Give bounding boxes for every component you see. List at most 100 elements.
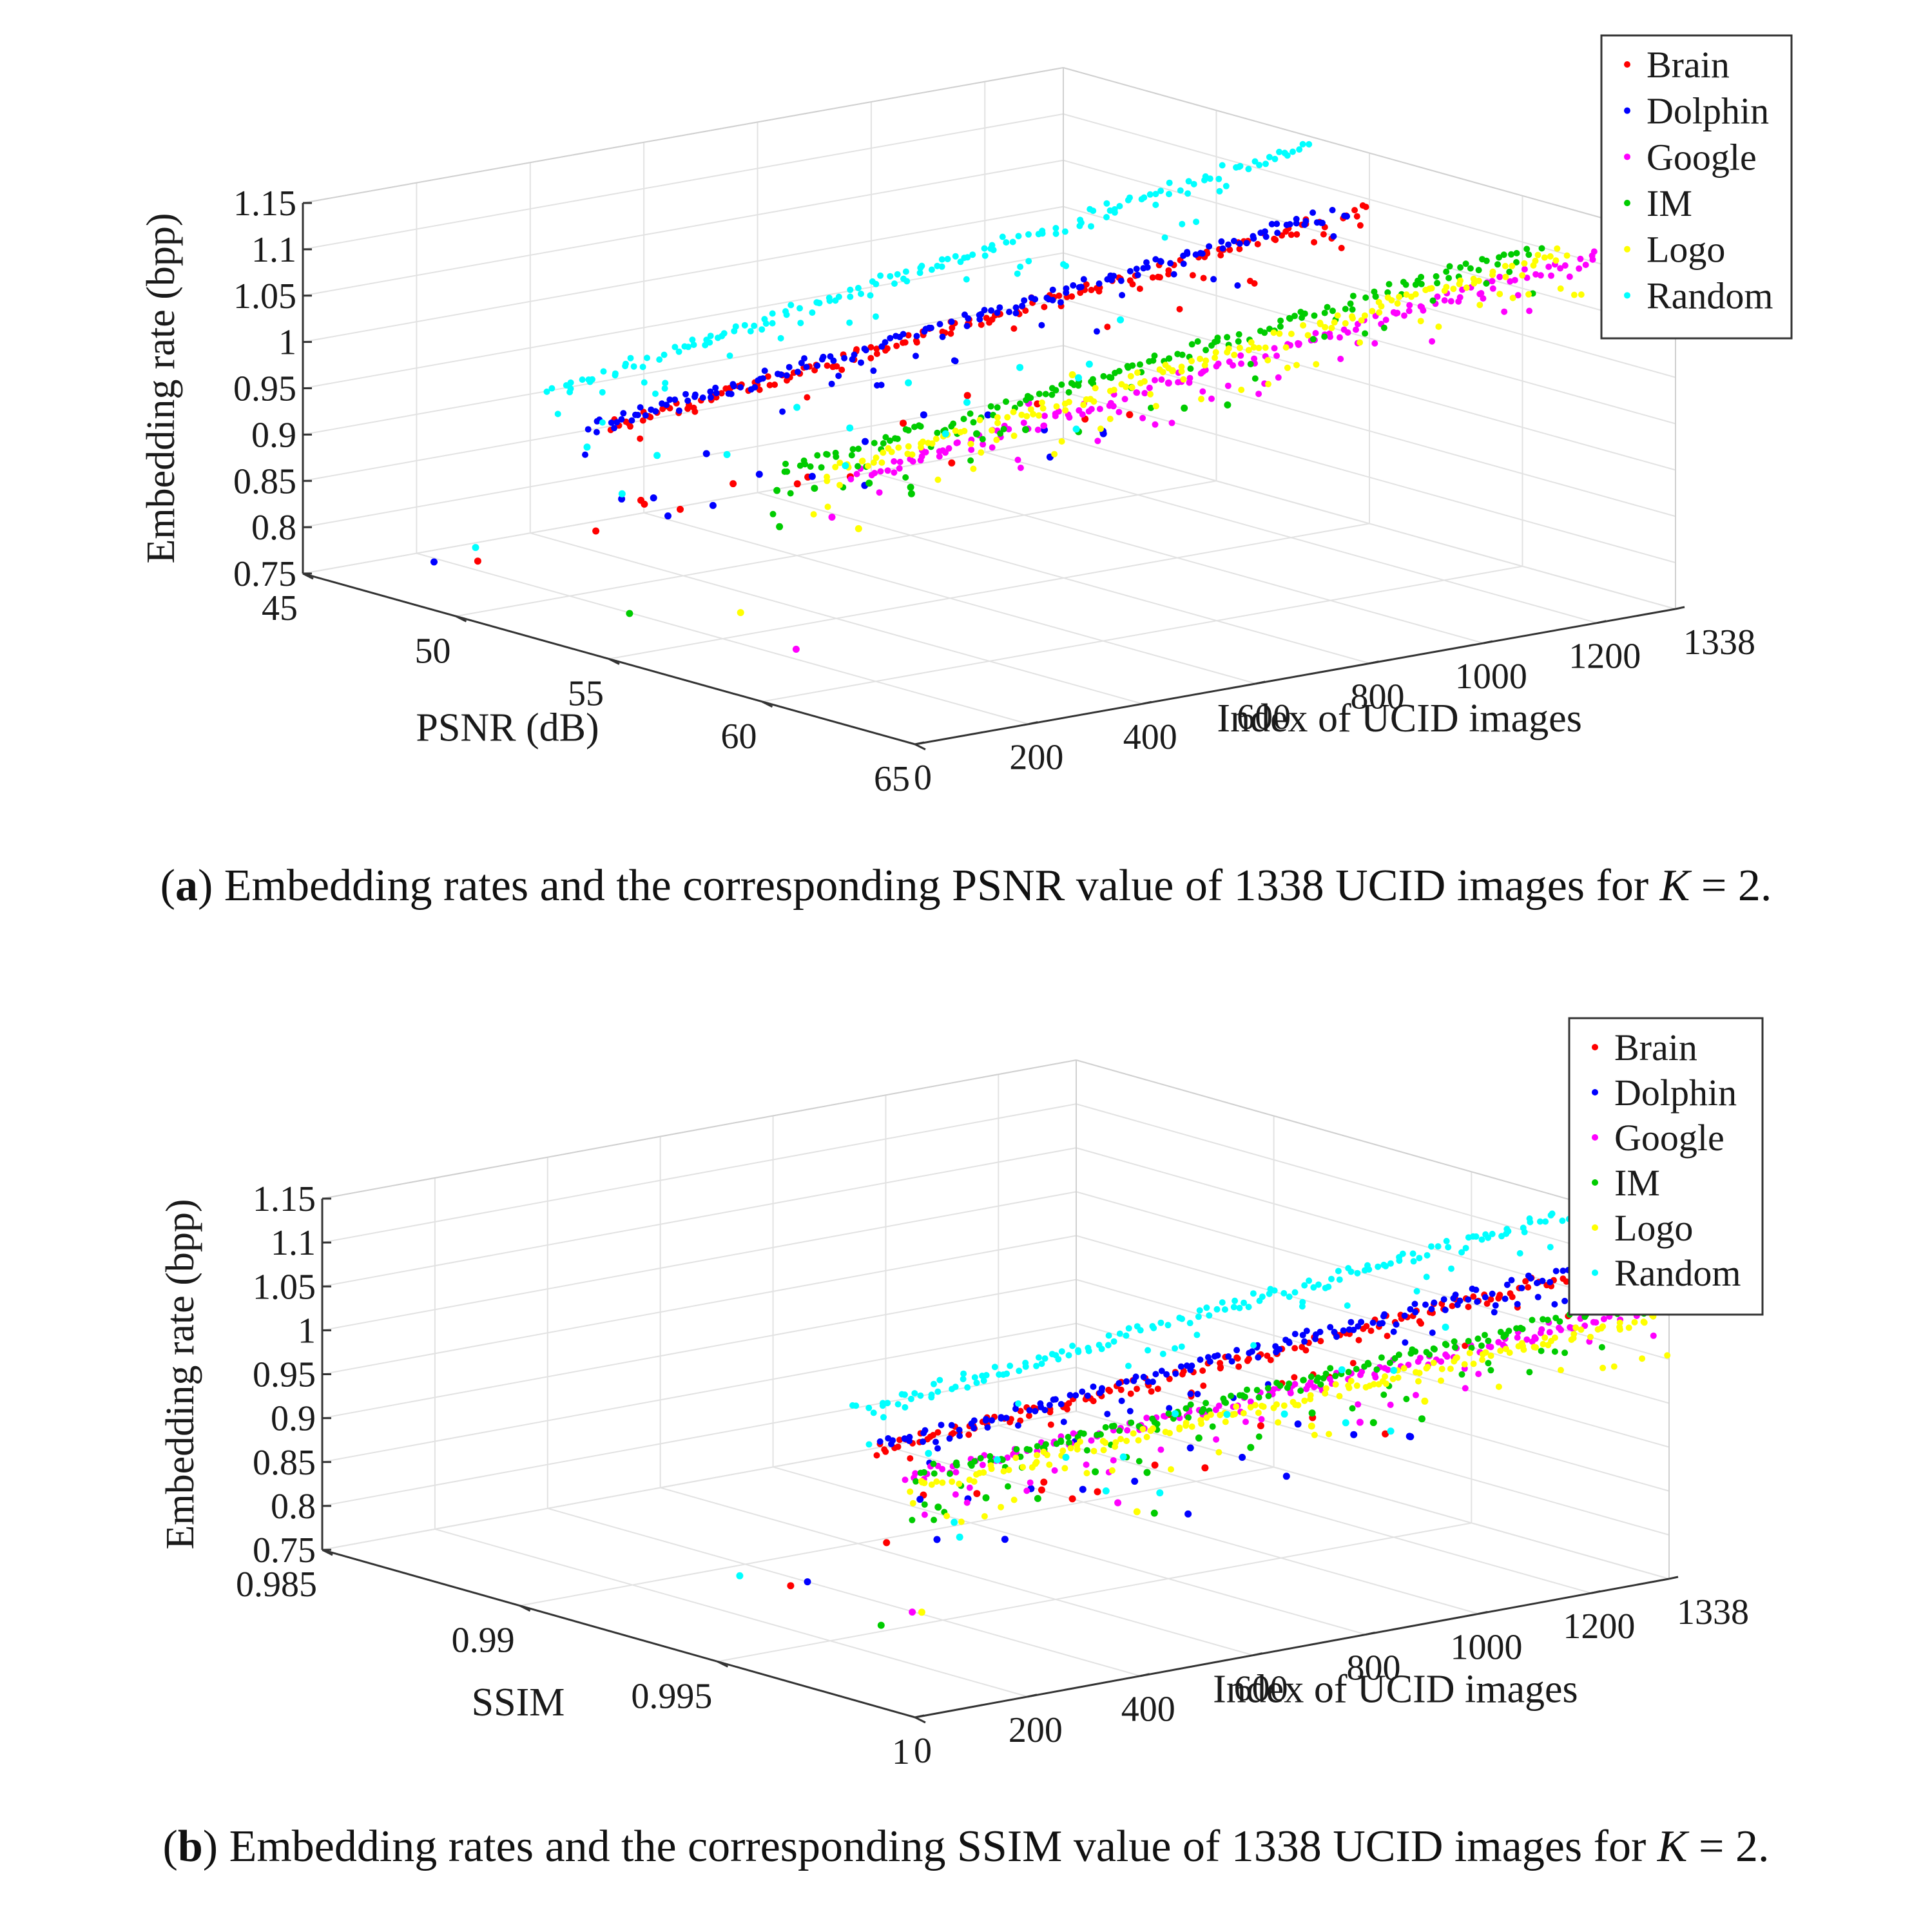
data-point: [1518, 1340, 1525, 1347]
data-point: [1349, 1360, 1357, 1367]
data-point: [1310, 1284, 1317, 1291]
data-point: [1551, 1334, 1558, 1341]
data-point: [1063, 285, 1070, 292]
data-point: [889, 1437, 896, 1444]
data-point: [1208, 395, 1215, 402]
data-point: [1348, 1268, 1355, 1275]
data-point: [1262, 233, 1270, 240]
data-point: [1193, 1331, 1201, 1338]
data-point: [1261, 228, 1268, 235]
data-point: [1251, 280, 1258, 287]
data-point: [907, 483, 914, 491]
x-tick-label: 1338: [1677, 1592, 1749, 1632]
data-point: [699, 394, 706, 401]
data-point: [978, 449, 985, 456]
data-point: [1080, 401, 1087, 409]
data-point: [1328, 325, 1335, 331]
data-point: [1150, 1425, 1157, 1432]
data-point: [1049, 286, 1056, 293]
y-tick-label: 1: [892, 1732, 910, 1772]
data-point: [1119, 1453, 1127, 1461]
data-point: [608, 419, 615, 426]
x-axis-line: [914, 1578, 1670, 1719]
data-point: [887, 437, 893, 444]
data-point: [1133, 389, 1140, 396]
data-point: [1445, 275, 1453, 282]
data-point: [1042, 1441, 1049, 1448]
data-point: [1223, 1411, 1231, 1418]
data-point: [623, 360, 629, 367]
data-point: [1000, 1468, 1007, 1475]
data-point: [1474, 1298, 1481, 1305]
data-point: [1478, 1342, 1485, 1349]
data-point: [1271, 155, 1279, 162]
data-point: [1140, 1373, 1147, 1380]
data-point: [787, 490, 794, 497]
data-point: [1465, 1296, 1472, 1303]
data-point: [922, 325, 929, 333]
data-point: [893, 342, 900, 349]
data-point: [1100, 1447, 1107, 1454]
data-point: [934, 1445, 941, 1452]
data-point: [1105, 1386, 1112, 1393]
data-point: [1186, 374, 1193, 381]
data-point: [1362, 330, 1369, 337]
data-point: [732, 323, 739, 330]
data-point: [1242, 1418, 1249, 1425]
data-point: [1329, 207, 1336, 213]
data-point: [1502, 1295, 1509, 1302]
series-random: [736, 1197, 1616, 1579]
data-point: [1230, 362, 1237, 369]
data-point: [980, 1469, 987, 1476]
data-point: [1273, 220, 1280, 227]
data-point: [933, 1478, 940, 1485]
data-point: [1255, 391, 1262, 398]
data-point: [1107, 400, 1114, 407]
data-point: [1003, 398, 1009, 405]
data-point: [1143, 1469, 1151, 1476]
data-point: [1041, 422, 1048, 429]
data-point: [1261, 329, 1268, 336]
data-point: [1177, 1363, 1184, 1370]
caption-b: (b) Embedding rates and the correspondin…: [162, 1822, 1770, 1871]
data-point: [1382, 1373, 1389, 1380]
data-point: [1276, 148, 1282, 155]
data-point: [586, 378, 594, 385]
legend-label-google: Google: [1614, 1117, 1724, 1159]
data-point: [1483, 1300, 1491, 1307]
data-point: [1299, 1331, 1306, 1338]
data-point: [870, 459, 877, 466]
z-tick-label: 0.75: [253, 1530, 316, 1570]
data-point: [1336, 1276, 1343, 1283]
data-point: [1255, 1409, 1262, 1416]
data-point: [1070, 282, 1077, 289]
data-point: [1411, 1300, 1418, 1308]
data-point: [1375, 1263, 1382, 1270]
data-point: [1179, 1315, 1186, 1322]
data-point: [1599, 1323, 1607, 1330]
data-point: [948, 318, 955, 325]
data-point: [1362, 294, 1369, 301]
data-point: [1184, 190, 1192, 197]
data-point: [1303, 1327, 1310, 1335]
data-point: [1014, 270, 1021, 277]
data-point: [896, 1436, 903, 1443]
data-point: [1423, 1273, 1430, 1280]
data-point: [1329, 307, 1336, 314]
data-point: [1123, 383, 1130, 391]
x-tick-label: 0: [914, 758, 932, 798]
data-point: [1010, 325, 1018, 332]
data-point: [1465, 1338, 1472, 1345]
data-point: [1291, 1331, 1299, 1338]
data-point: [1293, 231, 1300, 238]
data-point: [1041, 412, 1048, 420]
data-point: [818, 464, 825, 471]
data-point: [1582, 262, 1589, 268]
data-point: [1107, 272, 1114, 279]
data-point: [1070, 1430, 1077, 1437]
data-point: [1055, 408, 1062, 415]
data-point: [1251, 1402, 1259, 1409]
data-point: [592, 527, 600, 535]
legend-marker-dolphin: [1592, 1089, 1598, 1096]
data-point: [1239, 1392, 1246, 1399]
